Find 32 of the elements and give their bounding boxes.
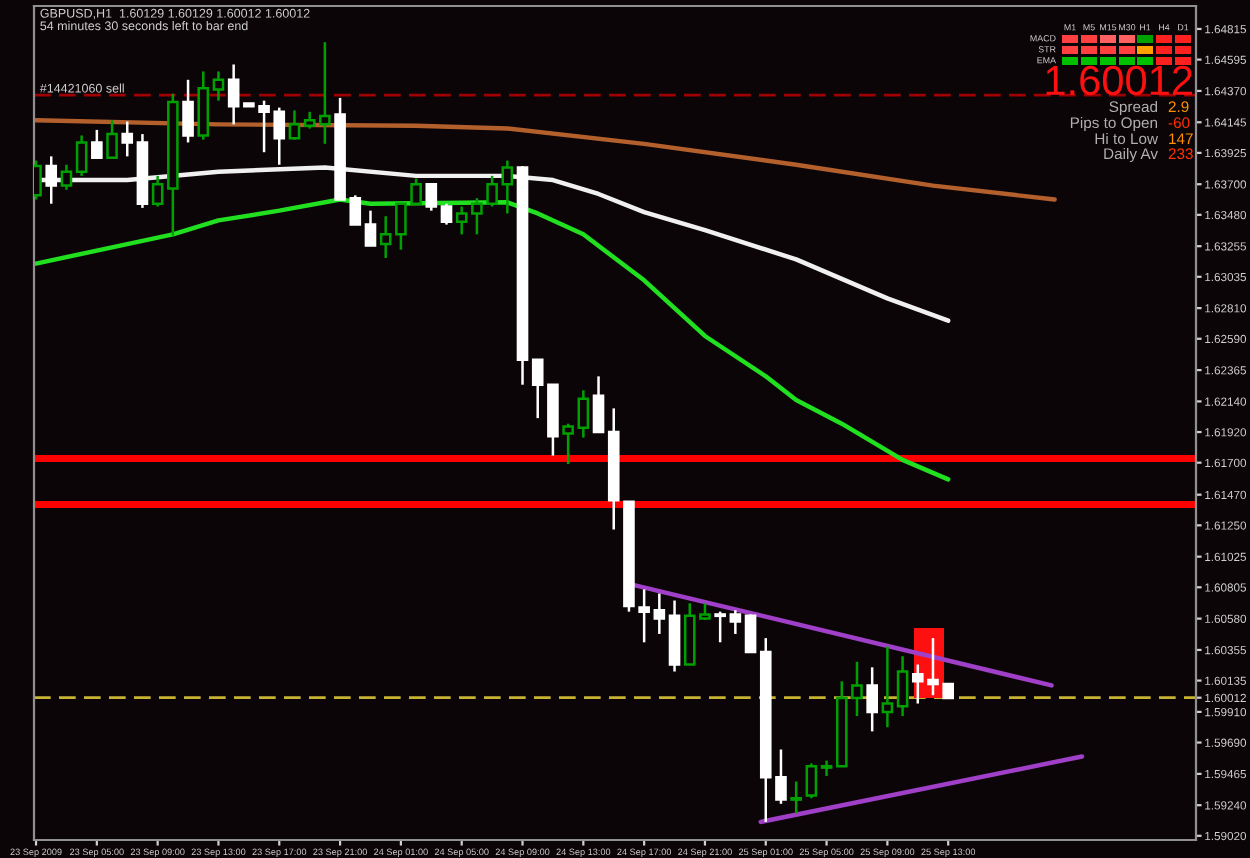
candlestick bbox=[577, 389, 590, 439]
candlestick bbox=[653, 592, 666, 636]
candlestick bbox=[790, 780, 802, 815]
candlestick bbox=[896, 654, 909, 718]
candlestick bbox=[866, 666, 878, 733]
candlestick bbox=[91, 128, 103, 160]
candlestick bbox=[592, 375, 605, 434]
candlestick bbox=[714, 610, 726, 644]
candlestick bbox=[212, 70, 225, 102]
candlestick bbox=[45, 155, 58, 205]
candlestick bbox=[425, 182, 438, 212]
line-series bbox=[34, 197, 951, 482]
candlestick bbox=[60, 163, 73, 192]
candlestick bbox=[881, 645, 894, 729]
candlestick bbox=[805, 762, 818, 800]
candlestick bbox=[364, 209, 377, 247]
candlestick bbox=[288, 109, 301, 141]
candlestick bbox=[729, 609, 742, 636]
annotation: 1.60012 bbox=[1046, 65, 1192, 96]
candlestick bbox=[440, 202, 453, 226]
candlestick bbox=[121, 120, 134, 158]
candlestick bbox=[106, 118, 118, 160]
candlestick bbox=[75, 134, 88, 178]
candlestick bbox=[319, 40, 331, 146]
candlestick bbox=[227, 63, 240, 126]
candlestick bbox=[562, 422, 574, 466]
candlestick bbox=[182, 78, 194, 144]
candlestick bbox=[501, 159, 514, 215]
candlestick bbox=[197, 70, 210, 141]
line-series bbox=[34, 117, 1057, 202]
candlestick bbox=[151, 174, 164, 208]
candlestick bbox=[744, 613, 757, 654]
